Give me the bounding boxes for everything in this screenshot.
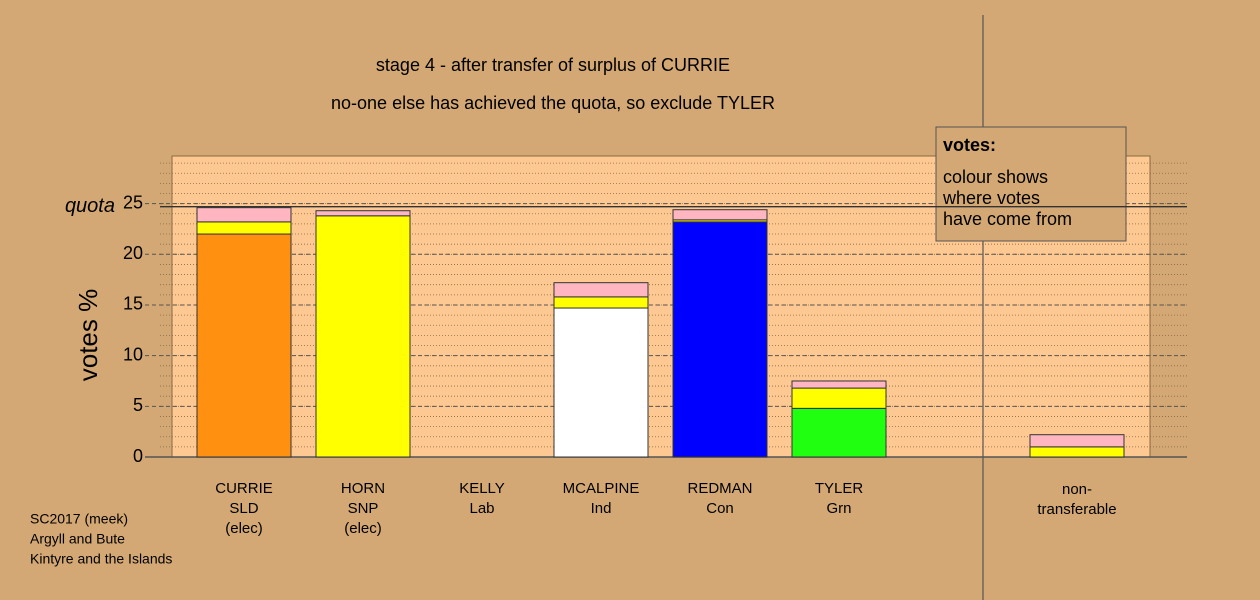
y-tick-label: 25 [123, 192, 143, 212]
x-tick-label: (elec) [225, 520, 263, 537]
footnote: Kintyre and the Islands [30, 551, 172, 567]
bar-segment [791, 387, 887, 409]
bar-segment [1029, 434, 1125, 448]
x-tick-label: SLD [229, 500, 258, 517]
y-tick-label: 20 [123, 243, 143, 263]
y-tick-label: 15 [123, 294, 143, 314]
legend-box [935, 126, 1127, 242]
x-tick-label: TYLER [815, 480, 864, 497]
legend-text: colour shows [943, 167, 1048, 187]
bar-segment [1029, 446, 1125, 458]
x-tick-label: MCALPINE [563, 480, 640, 497]
x-tick-label: transferable [1037, 501, 1116, 518]
bar-segment [196, 207, 292, 223]
bar-segment [672, 221, 768, 458]
x-tick-label: (elec) [344, 520, 382, 537]
y-tick-label: 10 [123, 344, 143, 364]
bar-segment [315, 210, 411, 217]
chart-subtitle: no-one else has achieved the quota, so e… [331, 93, 775, 113]
footnote: Argyll and Bute [30, 531, 125, 547]
x-tick-label: non- [1062, 481, 1092, 498]
x-tick-label: SNP [348, 500, 379, 517]
legend-text: where votes [942, 188, 1040, 208]
bar-segment [196, 221, 292, 235]
bar-segment [553, 307, 649, 458]
bar-segment [791, 407, 887, 458]
x-tick-label: CURRIE [215, 480, 273, 497]
chart-title: stage 4 - after transfer of surplus of C… [376, 55, 730, 75]
bar-segment [791, 380, 887, 389]
x-tick-label: Con [706, 500, 734, 517]
footnote: SC2017 (meek) [30, 511, 128, 527]
x-tick-label: HORN [341, 480, 385, 497]
legend-text: have come from [943, 209, 1072, 229]
y-tick-label: 5 [133, 395, 143, 415]
y-axis-label: votes % [73, 289, 103, 382]
bar-segment [672, 209, 768, 221]
x-tick-label: KELLY [459, 480, 505, 497]
bar-segment [196, 233, 292, 458]
x-tick-label: Grn [826, 500, 851, 517]
bar-segment [553, 282, 649, 298]
legend-title: votes: [943, 135, 996, 155]
x-tick-label: REDMAN [687, 480, 752, 497]
x-tick-label: Lab [469, 500, 494, 517]
y-tick-label: 0 [133, 446, 143, 466]
x-tick-label: Ind [591, 500, 612, 517]
bar-segment [315, 215, 411, 458]
quota-label: quota [65, 195, 115, 217]
bar-segment [553, 296, 649, 309]
